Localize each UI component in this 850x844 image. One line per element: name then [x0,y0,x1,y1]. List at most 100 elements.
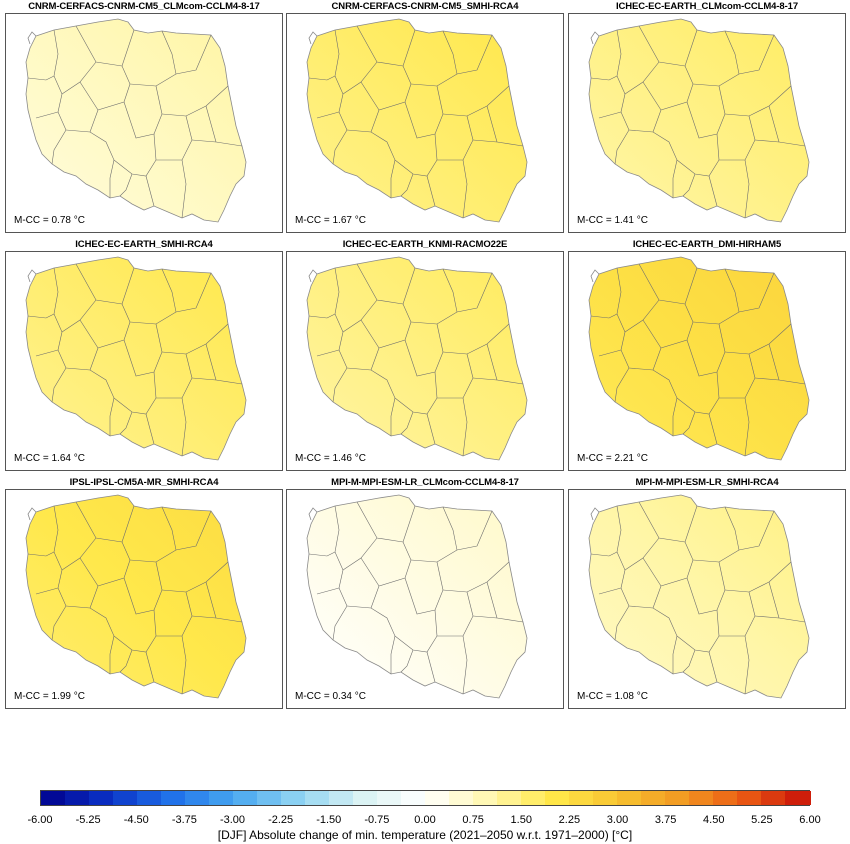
poland-map [588,18,810,223]
region-border [442,30,458,75]
map-frame: M-CC = 2.21 °C [568,251,846,471]
coastline [308,269,318,283]
mean-change-label: M-CC = 1.99 °C [14,691,85,702]
colorbar-cell [497,791,523,805]
region-border [53,505,67,607]
map-frame: M-CC = 1.41 °C [568,13,846,233]
region-border [628,605,678,674]
region-border [360,81,380,111]
coastline [590,269,600,283]
region-border [598,349,622,357]
mean-change-label: M-CC = 2.21 °C [577,453,648,464]
region-border [332,605,348,641]
region-border [638,501,686,543]
colorbar-cell [209,791,235,805]
region-border [442,506,458,551]
region-border [145,651,155,683]
colorbar-tick-label: 2.25 [558,814,581,826]
colorbar-cell [473,791,499,805]
region-border [27,313,55,319]
panel-title: MPI-M-MPI-ESM-LR_SMHI-RCA4 [635,477,779,488]
region-border [35,349,59,357]
region-border [65,605,115,674]
mean-change-label: M-CC = 1.64 °C [14,453,85,464]
colorbar-cell [641,791,667,805]
region-border [119,411,133,435]
region-border [181,635,187,695]
coastline [27,507,37,521]
colorbar-tick-label: 5.25 [751,814,773,826]
colorbar-cell [617,791,643,805]
colorbar-cell [737,791,763,805]
region-border [394,159,438,177]
region-border [590,313,618,319]
region-border [590,75,618,81]
mean-change-label: M-CC = 1.67 °C [295,215,366,226]
panel-title: IPSL-IPSL-CM5A-MR_SMHI-RCA4 [69,477,219,488]
region-border [442,323,510,355]
region-border [744,159,750,219]
colorbar-cell [449,791,475,805]
panel-title: ICHEC-EC-EARTH_DMI-HIRHAM5 [632,239,782,250]
colorbar-tick-label: -2.25 [268,814,294,826]
region-border [638,25,686,67]
map-frame: M-CC = 1.67 °C [286,13,564,233]
poland-map [306,494,528,699]
region-border [35,111,59,119]
map-frame: M-CC = 1.64 °C [5,251,283,471]
coastline [27,31,37,45]
region-border [400,173,414,197]
colorbar-cell [41,791,67,805]
map-frame: M-CC = 1.46 °C [286,251,564,471]
region-border [308,551,336,557]
map-frame: M-CC = 1.99 °C [5,489,283,709]
region-border [360,557,380,587]
region-border [638,263,686,305]
region-border [360,319,380,349]
region-border [346,129,396,198]
region-border [181,159,187,219]
mean-change-label: M-CC = 0.34 °C [295,691,366,702]
panel-title: MPI-M-MPI-ESM-LR_CLMcom-CCLM4-8-17 [331,477,519,488]
colorbar [40,790,811,806]
country-area [306,18,528,223]
region-border [205,105,217,143]
colorbar-tick-label: -3.00 [219,814,246,826]
colorbar-tick-label: 6.00 [799,814,821,826]
coastline [27,269,37,283]
region-border [442,268,458,313]
region-border [724,323,792,355]
country-area [588,18,810,223]
region-border [642,81,662,111]
region-border [426,651,436,683]
region-border [394,397,438,415]
region-border [334,505,348,607]
region-border [332,129,348,165]
map-frame: M-CC = 0.34 °C [286,489,564,709]
region-border [205,581,217,619]
region-border [724,561,792,593]
colorbar-tick-label: 4.50 [703,814,725,826]
colorbar-tick-label: -5.25 [75,814,101,826]
colorbar-cell [161,791,187,805]
colorbar-label: [DJF] Absolute change of min. temperatur… [217,828,633,842]
colorbar-cell [521,791,547,805]
panel-title: CNRM-CERFACS-CNRM-CM5_SMHI-RCA4 [331,1,519,12]
mean-change-label: M-CC = 0.78 °C [14,215,85,226]
colorbar-cell [713,791,739,805]
colorbar-cell [593,791,619,805]
map-panel: ICHEC-EC-EARTH_DMI-HIRHAM5 M-CC = 2.21 °C [568,240,846,471]
region-border [308,75,336,81]
region-border [628,129,678,198]
region-border [724,30,740,75]
region-border [724,268,740,313]
region-border [356,501,404,543]
colorbar-cell [401,791,427,805]
region-border [616,267,630,369]
region-border [161,268,177,313]
colorbar-tick-label: 3.75 [654,814,677,826]
region-border [113,159,157,177]
panel-title: ICHEC-EC-EARTH_SMHI-RCA4 [75,239,213,250]
region-border [462,159,468,219]
region-border [768,581,780,619]
